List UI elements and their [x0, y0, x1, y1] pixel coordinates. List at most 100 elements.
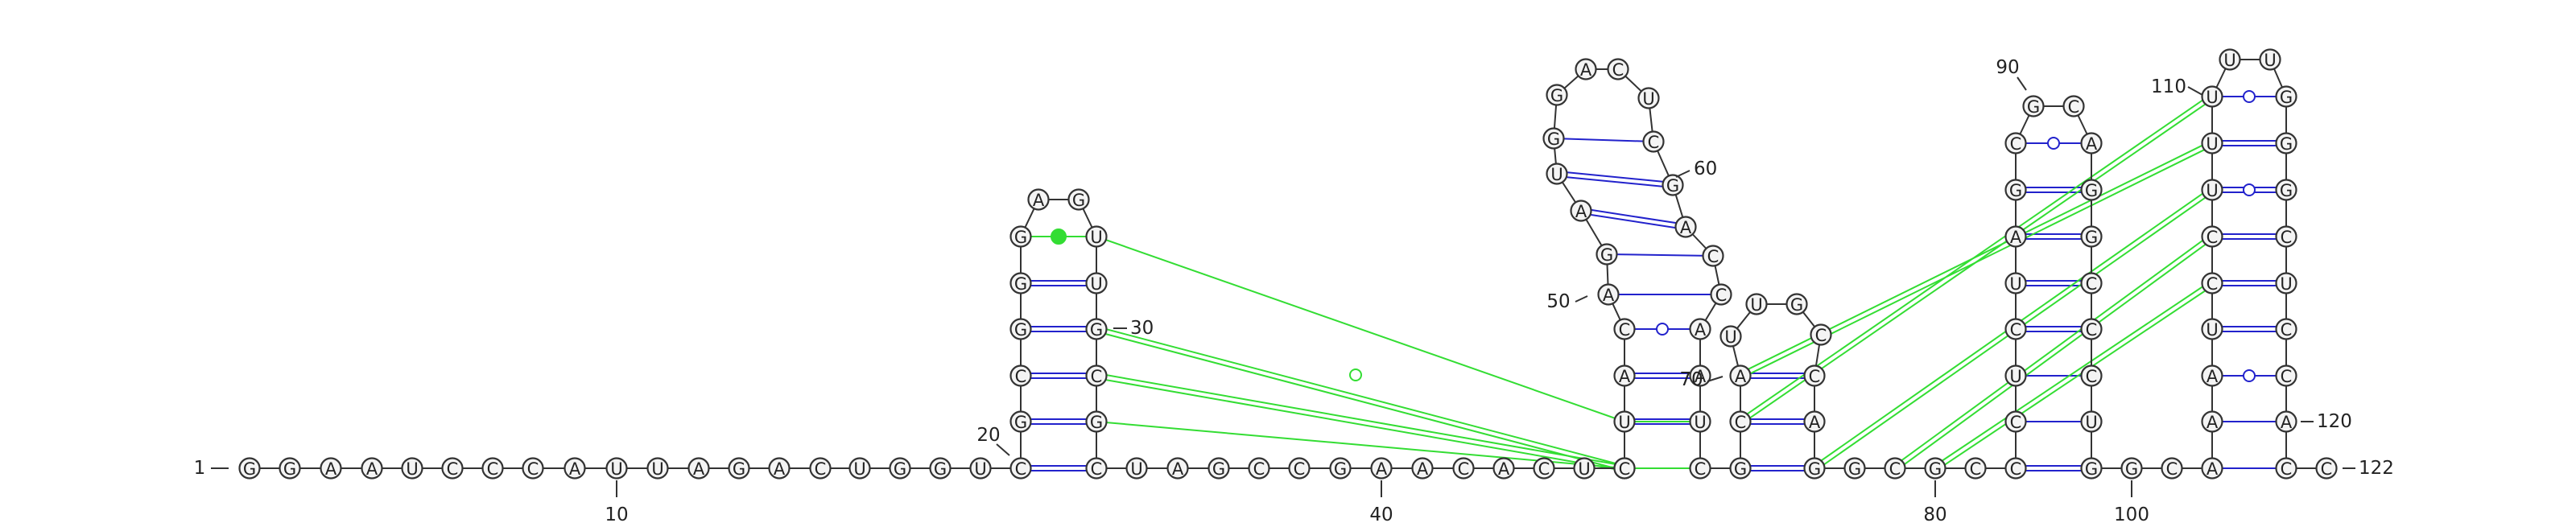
nucleotide-letter: C — [1612, 60, 1624, 80]
nucleotide-circle — [1597, 283, 1620, 306]
nucleotide-letter: A — [1680, 218, 1692, 237]
nucleotide: C — [1729, 410, 1752, 433]
nucleotide-circle — [1745, 293, 1768, 315]
nucleotide: A — [1411, 457, 1434, 480]
nucleotide-circle — [2201, 132, 2223, 154]
nucleotide-letter: G — [2125, 459, 2138, 479]
nucleotide: C — [2275, 364, 2297, 387]
nucleotide-letter: U — [2206, 320, 2218, 340]
nucleotide-circle — [441, 457, 464, 480]
nucleotide: C — [1009, 457, 1032, 480]
nucleotide-letter: A — [1695, 367, 1707, 386]
nucleotide-letter: C — [1458, 459, 1470, 479]
nucleotide: C — [1613, 318, 1636, 340]
nucleotide-circle — [1607, 58, 1629, 80]
nucleotide: C — [1689, 457, 1711, 480]
nucleotide-circle — [1689, 364, 1711, 387]
nucleotide-letter: A — [366, 459, 378, 479]
nucleotide: G — [1785, 293, 1808, 315]
nucleotide: U — [2201, 132, 2223, 154]
nucleotide-letter: C — [487, 459, 499, 479]
label-1: 1 — [194, 458, 206, 479]
nucleotide-letter: U — [2264, 51, 2276, 70]
nucleotide-circle — [1085, 318, 1108, 340]
label-50: 50 — [1546, 291, 1570, 312]
nucleotide-circle — [1613, 364, 1636, 387]
nucleotide-circle — [1785, 293, 1808, 315]
nucleotide: C — [481, 457, 504, 480]
nucleotide-circle — [1689, 457, 1711, 480]
wobble-pair-marker — [2243, 369, 2256, 382]
nucleotide-circle — [2080, 272, 2103, 294]
nucleotide-circle — [320, 457, 342, 480]
nucleotide-circle — [1533, 457, 1555, 480]
nucleotide: U — [848, 457, 871, 480]
nucleotide: C — [1288, 457, 1311, 480]
nucleotide-letter: U — [651, 459, 663, 479]
nucleotide-circle — [1573, 457, 1596, 480]
nucleotide-circle — [1542, 127, 1565, 150]
nucleotide-circle — [1803, 364, 1826, 387]
nucleotide: A — [2201, 410, 2223, 433]
nucleotide: G — [238, 457, 261, 480]
nucleotide-letter: C — [1619, 320, 1631, 340]
nucleotide-circle — [1208, 457, 1230, 480]
nucleotide-circle — [1085, 272, 1108, 294]
tick-60 — [1675, 170, 1690, 178]
nucleotide-letter: G — [1808, 459, 1821, 479]
nucleotide-circle — [2275, 272, 2297, 294]
nucleotide: U — [969, 457, 992, 480]
nucleotide-circle — [768, 457, 791, 480]
nucleotide-letter: G — [1790, 295, 1803, 315]
nucleotide-circle — [2004, 318, 2027, 340]
nucleotide-circle — [809, 457, 832, 480]
nucleotide-circle — [279, 457, 301, 480]
nucleotide-circle — [361, 457, 383, 480]
nucleotide-letter: C — [527, 459, 539, 479]
nucleotide: U — [605, 457, 628, 480]
nucleotide: G — [2120, 457, 2143, 480]
nucleotide: G — [279, 457, 301, 480]
nucleotide: A — [1570, 200, 1592, 222]
nucleotide-circle — [1085, 225, 1108, 248]
nucleotide-circle — [728, 457, 750, 480]
nucleotide: C — [2201, 225, 2223, 248]
nucleotide: G — [2275, 179, 2297, 201]
nucleotide: G — [1009, 318, 1032, 340]
label-110: 110 — [2151, 76, 2186, 97]
nucleotide-letter: C — [1715, 286, 1728, 305]
nucleotide-letter: C — [1695, 459, 1707, 479]
nucleotide: G — [1662, 174, 1684, 196]
nucleotide-letter: C — [2010, 134, 2022, 154]
tertiary-pair-line — [1096, 377, 1624, 471]
nucleotide: U — [2080, 410, 2103, 433]
nucleotide: C — [1964, 457, 1987, 480]
nucleotide-circle — [1125, 457, 1148, 480]
nucleotide-circle — [1710, 283, 1732, 306]
nucleotide: C — [2275, 318, 2297, 340]
nucleotide-letter: C — [1648, 133, 1660, 152]
nucleotide-letter: G — [2009, 181, 2022, 200]
nucleotide-circle — [1729, 410, 1752, 433]
tertiary-wobble-marker — [1349, 368, 1362, 381]
nucleotide-letter: C — [2010, 413, 2022, 432]
nucleotide-circle — [522, 457, 544, 480]
nucleotide: A — [2275, 410, 2297, 433]
nucleotide-circle — [1729, 457, 1752, 480]
nucleotide: C — [1009, 364, 1032, 387]
nucleotide-circle — [2201, 457, 2223, 480]
nucleotide-letter: G — [2280, 88, 2293, 107]
nucleotide-letter: G — [1014, 228, 1027, 247]
nucleotide: C — [2275, 457, 2297, 480]
nucleotide-letter: A — [1809, 413, 1821, 432]
nucleotide-letter: G — [1334, 459, 1347, 479]
nucleotide-circle — [2201, 179, 2223, 201]
nucleotide-letter: C — [447, 459, 459, 479]
nucleotide: U — [1573, 457, 1596, 480]
nucleotide-letter: G — [1848, 459, 1861, 479]
nucleotide: A — [2080, 132, 2103, 154]
nucleotide-circle — [1689, 318, 1711, 340]
nucleotide: G — [1009, 225, 1032, 248]
nucleotide-circle — [1810, 323, 1832, 346]
